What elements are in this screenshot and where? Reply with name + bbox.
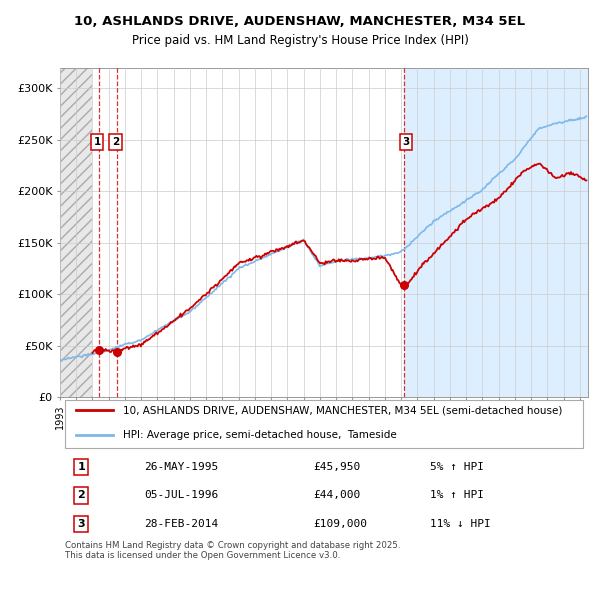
Text: 3: 3	[77, 519, 85, 529]
Text: £44,000: £44,000	[313, 490, 361, 500]
Bar	[60, 68, 92, 397]
Text: HPI: Average price, semi-detached house,  Tameside: HPI: Average price, semi-detached house,…	[124, 430, 397, 440]
Text: 3: 3	[403, 137, 410, 147]
Text: £109,000: £109,000	[313, 519, 367, 529]
Bar	[404, 68, 588, 397]
Text: 1: 1	[94, 137, 101, 147]
Text: 2: 2	[112, 137, 119, 147]
Text: 05-JUL-1996: 05-JUL-1996	[145, 490, 219, 500]
Text: Contains HM Land Registry data © Crown copyright and database right 2025.
This d: Contains HM Land Registry data © Crown c…	[65, 540, 401, 560]
Text: 10, ASHLANDS DRIVE, AUDENSHAW, MANCHESTER, M34 5EL (semi-detached house): 10, ASHLANDS DRIVE, AUDENSHAW, MANCHESTE…	[124, 405, 563, 415]
Text: 11% ↓ HPI: 11% ↓ HPI	[430, 519, 490, 529]
Text: 26-MAY-1995: 26-MAY-1995	[145, 462, 219, 472]
Text: 28-FEB-2014: 28-FEB-2014	[145, 519, 219, 529]
Text: £45,950: £45,950	[313, 462, 361, 472]
Text: 5% ↑ HPI: 5% ↑ HPI	[430, 462, 484, 472]
Text: 1% ↑ HPI: 1% ↑ HPI	[430, 490, 484, 500]
FancyBboxPatch shape	[65, 400, 583, 447]
Text: 2: 2	[77, 490, 85, 500]
Text: Price paid vs. HM Land Registry's House Price Index (HPI): Price paid vs. HM Land Registry's House …	[131, 34, 469, 47]
Text: 10, ASHLANDS DRIVE, AUDENSHAW, MANCHESTER, M34 5EL: 10, ASHLANDS DRIVE, AUDENSHAW, MANCHESTE…	[74, 15, 526, 28]
Text: 1: 1	[77, 462, 85, 472]
